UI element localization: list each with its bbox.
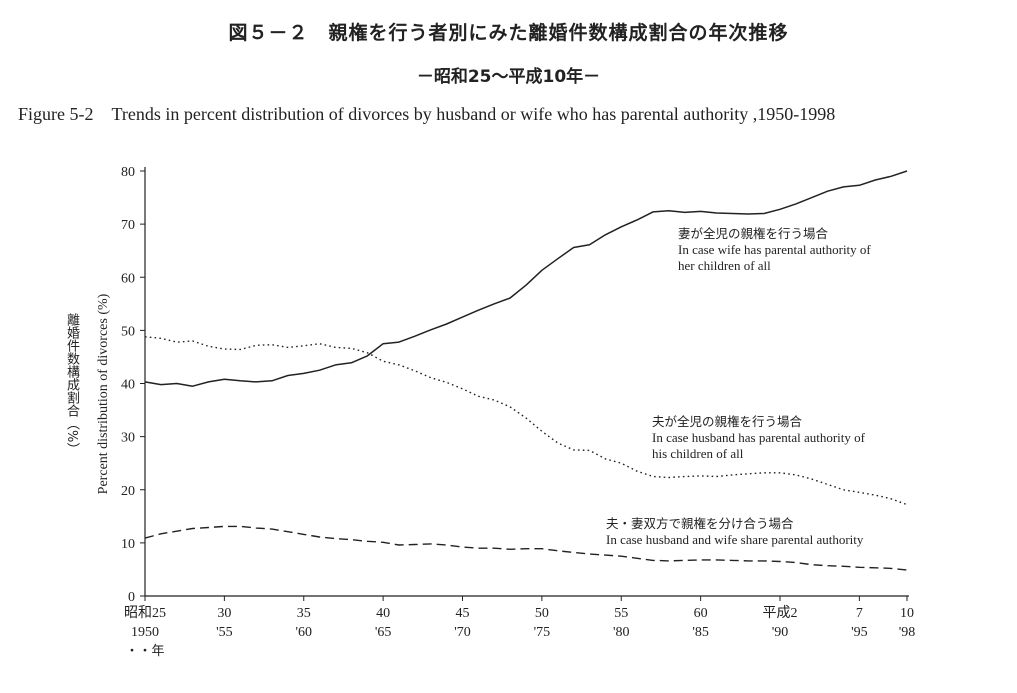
- x-tick-label-en: '65: [375, 625, 392, 640]
- x-tick-label-en: '80: [613, 625, 630, 640]
- chart-subtitle-jp: －昭和25～平成10年－: [416, 67, 601, 87]
- annotation-husband-en-1: In case husband has parental authority o…: [652, 430, 865, 445]
- annotation-wife: 妻が全児の親権を行う場合 In case wife has parental a…: [678, 226, 871, 274]
- x-tick-label-jp: 35: [297, 606, 311, 621]
- x-tick-label-jp: 30: [217, 606, 231, 621]
- y-tick-label: 50: [121, 324, 135, 339]
- annotation-husband: 夫が全児の親権を行う場合 In case husband has parenta…: [652, 414, 865, 462]
- series-line-shared: [144, 525, 908, 571]
- x-tick-label-en: '85: [692, 625, 709, 640]
- x-tick-label-jp: 7: [856, 606, 863, 621]
- chart-title-en: Figure 5-2 Trends in percent distributio…: [18, 104, 836, 124]
- x-tick-label-jp: 45: [456, 606, 470, 621]
- x-tick-label-en: 1950: [131, 625, 159, 640]
- y-tick-label: 0: [128, 590, 135, 605]
- x-tick-label-jp: 昭和25: [124, 605, 166, 621]
- x-tick-label-en: '75: [534, 625, 551, 640]
- x-tick-label-en: '95: [851, 625, 868, 640]
- annotation-shared: 夫・妻双方で親権を分け合う場合 In case husband and wife…: [606, 516, 863, 548]
- x-tick-label-en: '90: [772, 625, 789, 640]
- x-tick-label-jp: 60: [694, 606, 708, 621]
- x-tick-label-en: '70: [454, 625, 471, 640]
- x-tick-label-jp: 55: [614, 606, 628, 621]
- annotation-shared-en: In case husband and wife share parental …: [606, 532, 864, 547]
- y-tick-label: 10: [121, 537, 135, 552]
- annotation-wife-en-1: In case wife has parental authority of: [678, 242, 871, 257]
- y-tick-label: 80: [121, 165, 135, 180]
- y-tick-label: 70: [121, 218, 135, 233]
- x-tick-label-jp: 50: [535, 606, 549, 621]
- x-tick-label-en: '55: [216, 625, 233, 640]
- x-tick-label-en: '60: [295, 625, 312, 640]
- y-tick-label: 30: [121, 431, 135, 446]
- series-line-wife: [144, 170, 908, 387]
- x-tick-label-unit: ・・年: [125, 644, 164, 659]
- y-axis-label-jp: 離婚件数構成割合（%）: [64, 313, 79, 456]
- y-tick-label: 40: [121, 378, 135, 393]
- annotation-wife-jp: 妻が全児の親権を行う場合: [678, 226, 829, 241]
- annotation-shared-jp: 夫・妻双方で親権を分け合う場合: [606, 516, 794, 531]
- x-tick-label-jp: 40: [376, 606, 390, 621]
- x-tick-label-jp: 平成2: [763, 605, 798, 621]
- y-tick-label: 60: [121, 271, 135, 286]
- x-tick-label-jp: 10: [900, 606, 914, 621]
- chart-title-jp: 図５－２ 親権を行う者別にみた離婚件数構成割合の年次推移: [228, 22, 789, 44]
- y-tick-label: 20: [121, 484, 135, 499]
- y-axis-label-en: Percent distribution of divorces (%): [96, 293, 111, 495]
- x-tick-label-en: '98: [899, 625, 916, 640]
- series-line-husband: [144, 336, 908, 506]
- annotation-husband-jp: 夫が全児の親権を行う場合: [652, 414, 803, 429]
- annotation-wife-en-2: her children of all: [678, 258, 771, 273]
- annotation-husband-en-2: his children of all: [652, 446, 744, 461]
